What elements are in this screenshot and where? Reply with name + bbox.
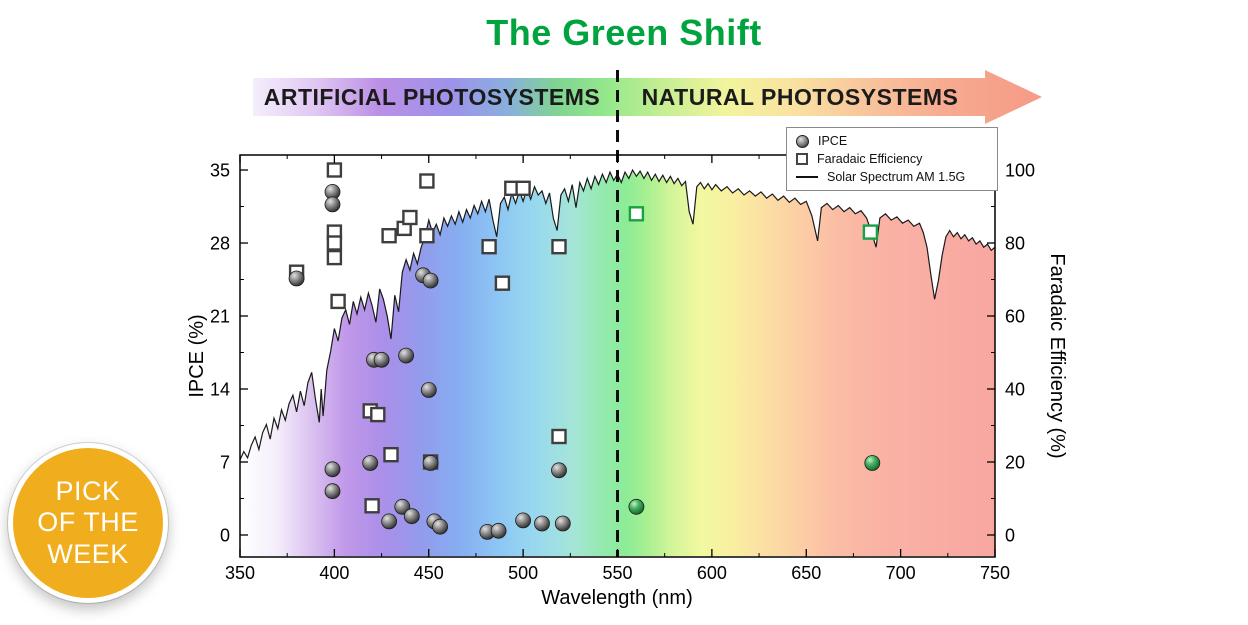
legend-label-faradaic: Faradaic Efficiency (817, 152, 923, 166)
faradaic-point (628, 206, 645, 222)
x-tick-label: 650 (791, 563, 821, 583)
legend-label-ipce: IPCE (818, 134, 848, 148)
axes: 350 400 450 500 550 600 650 700 7500714212835020… (210, 154, 1035, 583)
left-tick-label: 21 (210, 306, 230, 326)
right-tick-label: 80 (1005, 233, 1025, 253)
banner-right-label: NATURAL PHOTOSYSTEMS (642, 84, 959, 110)
faradaic-point (494, 275, 511, 291)
x-tick-label: 500 (508, 563, 538, 583)
ipce-point (554, 515, 571, 532)
faradaic-point (383, 447, 399, 463)
right-axis-title: Faradaic Efficiency (%) (1046, 253, 1068, 458)
faradaic-marker-icon (796, 153, 808, 165)
badge-line-1: PICK (55, 476, 121, 507)
x-tick-label: 600 (697, 563, 727, 583)
ipce-point (381, 513, 398, 530)
x-tick-label: 550 (602, 563, 632, 583)
ipce-point (515, 512, 531, 529)
pick-of-the-week-badge: PICK OF THE WEEK (8, 443, 168, 603)
ipce-point (362, 455, 379, 471)
legend-item-ipce: IPCE (796, 134, 988, 148)
faradaic-point (402, 209, 418, 226)
badge-line-2: OF THE (37, 507, 139, 538)
faradaic-point (515, 180, 531, 197)
faradaic-point (419, 227, 435, 244)
right-tick-label: 40 (1005, 379, 1025, 399)
right-tick-label: 100 (1005, 160, 1035, 180)
ipce-point (432, 518, 449, 535)
faradaic-point (326, 235, 343, 251)
faradaic-point (326, 162, 343, 178)
faradaic-point (326, 249, 343, 266)
x-tick-label: 450 (414, 563, 444, 583)
x-axis-title: Wavelength (nm) (541, 587, 693, 609)
faradaic-point (364, 498, 380, 514)
ipce-point (628, 498, 645, 515)
ipce-point (534, 515, 550, 532)
ipce-point (403, 508, 420, 525)
ipce-point (551, 462, 567, 479)
left-tick-label: 14 (210, 379, 230, 399)
x-tick-label: 400 (319, 563, 349, 583)
ipce-point (324, 483, 341, 500)
page-title: The Green Shift (486, 12, 762, 53)
banner-arrow-shape (253, 70, 1042, 124)
ipce-point (422, 272, 439, 289)
legend-label-spectrum: Solar Spectrum AM 1.5G (827, 170, 966, 184)
right-tick-label: 0 (1005, 525, 1015, 545)
x-tick-label: 750 (980, 563, 1010, 583)
faradaic-point (481, 238, 497, 255)
legend: IPCE Faradaic Efficiency Solar Spectrum … (786, 127, 998, 191)
legend-item-faradaic: Faradaic Efficiency (796, 152, 988, 166)
ipce-point (394, 498, 411, 515)
banner-arrow: ARTIFICIAL PHOTOSYSTEMS NATURAL PHOTOSYS… (253, 70, 1042, 124)
right-tick-label: 20 (1005, 452, 1025, 472)
left-tick-label: 35 (210, 160, 230, 180)
ipce-point (864, 455, 881, 471)
ipce-point (324, 196, 341, 213)
ipce-point (398, 347, 415, 364)
ipce-point (288, 270, 305, 287)
x-tick-label: 350 (225, 563, 255, 583)
right-tick-label: 60 (1005, 306, 1025, 326)
faradaic-point (419, 173, 435, 189)
left-tick-label: 7 (220, 452, 230, 472)
ipce-marker-icon (796, 134, 809, 148)
ipce-point (490, 522, 507, 539)
data-points (288, 162, 881, 540)
spectrum-line-icon (796, 176, 818, 178)
badge-line-3: WEEK (47, 538, 129, 569)
faradaic-point (551, 238, 567, 255)
banner-left-label: ARTIFICIAL PHOTOSYSTEMS (264, 84, 601, 110)
x-tick-label: 700 (886, 563, 916, 583)
left-tick-label: 28 (210, 233, 230, 253)
left-tick-label: 0 (220, 525, 230, 545)
solar-spectrum-curve (239, 168, 996, 461)
ipce-point (422, 455, 439, 471)
ipce-point (324, 461, 341, 478)
faradaic-point (330, 293, 346, 310)
faradaic-point (381, 227, 397, 244)
ipce-point (373, 351, 390, 368)
faradaic-point (551, 428, 567, 445)
faradaic-point (370, 406, 386, 423)
left-axis-title: IPCE (%) (186, 314, 208, 397)
faradaic-point (862, 224, 879, 240)
ipce-point (420, 382, 437, 398)
legend-item-spectrum: Solar Spectrum AM 1.5G (796, 170, 988, 184)
